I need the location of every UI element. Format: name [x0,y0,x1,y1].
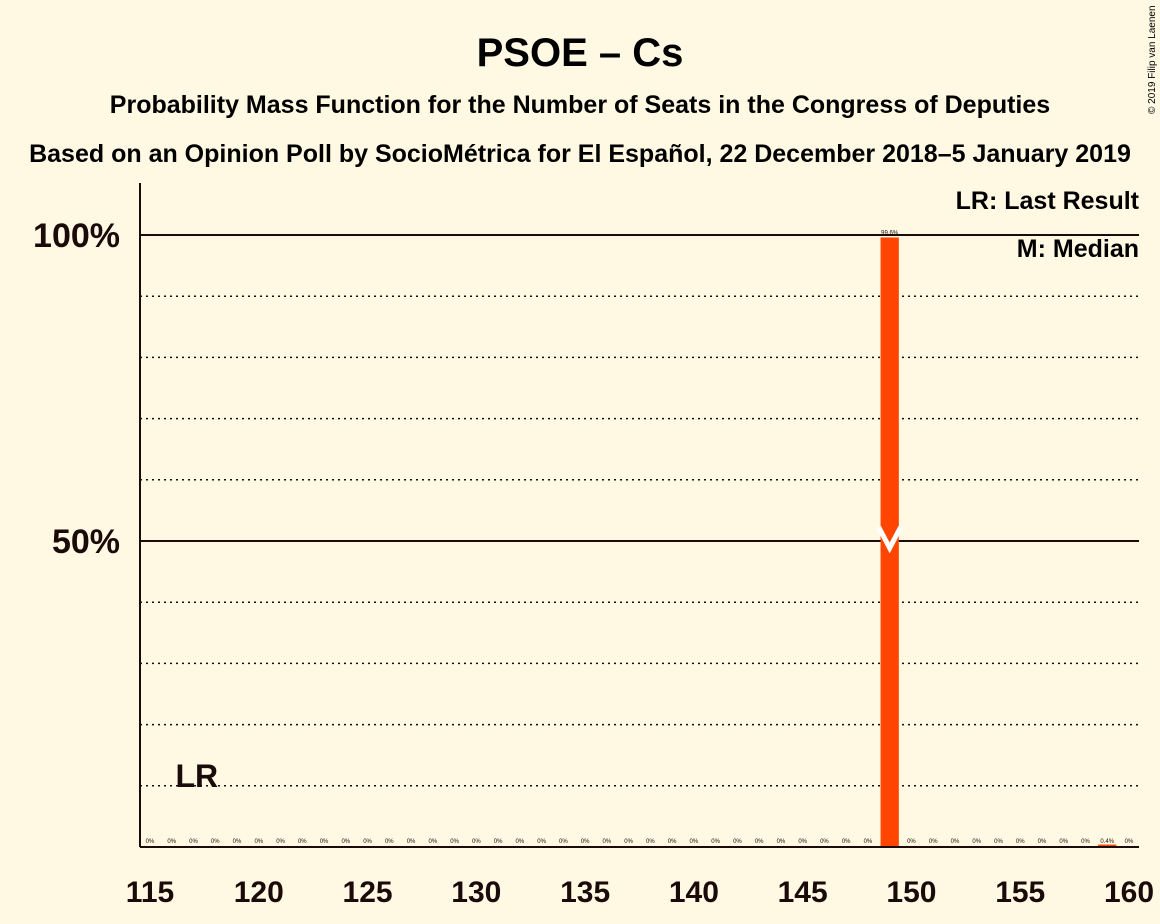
bar-labels: 0% 0% 0% 0% 0% 0% 0% 0% 0% 0% 0% 0% 0% 0% 0% 0% 0% 0% 0% 0%… [146,230,1134,845]
axes [139,183,1139,848]
chart-source: Based on an Opinion Poll by SocioMétrica… [29,140,1131,168]
bar-label-159: 0.4% [1100,839,1114,845]
bar-label-144: 0% [777,839,786,845]
x-tick-label: 120 [234,876,284,909]
bar-label-138: 0% [646,839,655,845]
bar-label-143: 0% [755,839,764,845]
bar-label-136: 0% [603,839,612,845]
bar-label-123: 0% [320,839,329,845]
bar-label-156: 0% [1038,839,1047,845]
bars [880,237,1117,847]
x-tick-label: 135 [560,876,610,909]
bar-label-119: 0% [233,839,242,845]
bar-seats-159 [1098,844,1117,847]
bar-label-149: 99.6% [881,230,899,236]
last-result-label: LR [176,758,219,794]
y-axis-ticks: 50% 100% [33,217,120,561]
x-tick-label: 155 [995,876,1045,909]
x-tick-label: 160 [1104,876,1154,909]
bar-label-126: 0% [385,839,394,845]
bar-label-116: 0% [167,839,176,845]
bar-label-115: 0% [146,839,155,845]
x-axis-ticks: 115 120 125 130 135 140 145 150 155 160 [126,876,1154,909]
chart-subtitle: Probability Mass Function for the Number… [110,91,1050,119]
bar-label-158: 0% [1081,839,1090,845]
bar-label-132: 0% [516,839,525,845]
bar-seats-149 [880,237,899,847]
bar-label-120: 0% [254,839,263,845]
copyright-notice: © 2019 Filip van Laenen [1147,5,1158,114]
x-tick-label: 115 [126,876,174,909]
y-tick-label: 50% [52,523,120,561]
median-marker [876,525,903,554]
bar-label-128: 0% [428,839,437,845]
bar-label-125: 0% [363,839,372,845]
bar-label-122: 0% [298,839,307,845]
grid-lines [140,234,1139,787]
bar-label-133: 0% [537,839,546,845]
bar-label-134: 0% [559,839,568,845]
markers: LR [176,525,903,794]
x-tick-label: 125 [343,876,393,909]
bar-label-152: 0% [951,839,960,845]
bar-label-140: 0% [690,839,699,845]
bar-label-150: 0% [907,839,916,845]
bar-label-137: 0% [624,839,633,845]
bar-label-147: 0% [842,839,851,845]
bar-label-130: 0% [472,839,481,845]
bar-label-155: 0% [1016,839,1025,845]
bar-label-127: 0% [407,839,416,845]
bar-label-148: 0% [864,839,873,845]
x-tick-label: 145 [778,876,828,909]
y-tick-label: 100% [33,217,120,255]
legend-median: M: Median [1017,235,1139,263]
bar-label-135: 0% [581,839,590,845]
bar-label-139: 0% [668,839,677,845]
bar-label-153: 0% [972,839,981,845]
bar-label-124: 0% [341,839,350,845]
bar-label-131: 0% [494,839,503,845]
legend-last-result: LR: Last Result [956,187,1140,215]
bar-label-145: 0% [798,839,807,845]
bar-label-141: 0% [711,839,720,845]
x-tick-label: 150 [886,876,936,909]
x-tick-label: 130 [451,876,501,909]
bar-label-129: 0% [450,839,459,845]
bar-label-118: 0% [211,839,220,845]
bar-label-142: 0% [733,839,742,845]
chart-title: PSOE – Cs [477,31,684,75]
bar-label-157: 0% [1059,839,1068,845]
x-tick-label: 140 [669,876,719,909]
bar-label-160: 0% [1125,839,1134,845]
bar-label-146: 0% [820,839,829,845]
bar-label-151: 0% [929,839,938,845]
bar-label-117: 0% [189,839,198,845]
bar-label-154: 0% [994,839,1003,845]
bar-label-121: 0% [276,839,285,845]
